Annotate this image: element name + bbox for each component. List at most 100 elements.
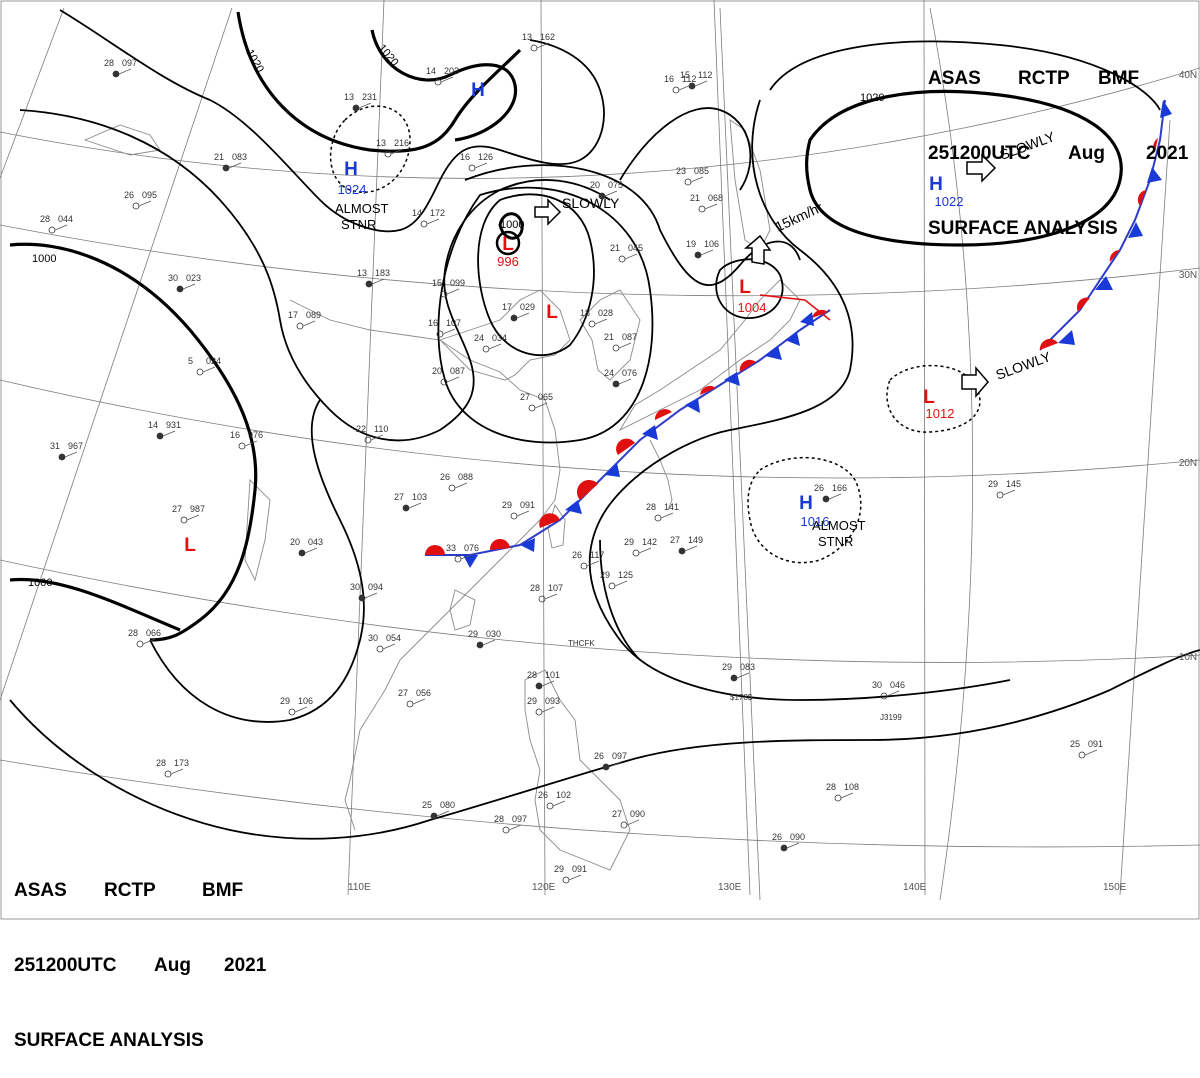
station-plot: 26 095 (124, 190, 157, 210)
station-pressure: 112 (682, 74, 696, 84)
meridian-aux (719, 7, 761, 901)
center-pressure: 1022 (935, 194, 964, 209)
station-temp: 5 (188, 356, 193, 366)
station-plot: 5 024 (188, 356, 221, 376)
station-pressure: 046 (890, 680, 905, 690)
station-plot: 27 149 (670, 535, 703, 555)
station-temp: 21 (610, 243, 620, 253)
wind-barb (608, 761, 622, 768)
station-circle (510, 314, 518, 322)
station-pressure: 091 (572, 864, 587, 874)
station-plot: 21 068 (690, 193, 723, 213)
motion-arrow-icon (966, 153, 997, 183)
station-pressure: 090 (790, 832, 805, 842)
wind-barb (736, 672, 750, 679)
station-pressure: 126 (478, 152, 493, 162)
station-pressure: 030 (486, 629, 501, 639)
isobar-1000-low (498, 212, 524, 240)
center-pressure: 1012 (926, 406, 955, 421)
station-pressure: 094 (368, 582, 383, 592)
station-plot: 13 231 (344, 92, 377, 112)
station-pressure: 076 (464, 543, 479, 553)
wind-barb (370, 434, 384, 441)
isobar-1016-b (769, 40, 1161, 111)
station-plot: 29 030 (468, 629, 501, 649)
wind-barb (228, 162, 242, 169)
high-center: H (929, 174, 943, 195)
station-plot: 28 097 (494, 814, 527, 834)
wind-barb (536, 42, 550, 49)
station-circle (156, 432, 164, 440)
station-pressure: 076 (622, 368, 637, 378)
wind-barb (182, 283, 196, 290)
low-center: L (739, 277, 751, 298)
station-temp: 26 (772, 832, 782, 842)
isobar-1004-c (149, 399, 365, 723)
station-temp: 24 (604, 368, 614, 378)
wind-barb (594, 318, 608, 325)
wind-barb (390, 148, 404, 155)
station-circle (58, 453, 66, 461)
station-temp: 30 (350, 582, 360, 592)
station-plot: 28 101 (527, 670, 560, 690)
coast-korea (579, 289, 641, 381)
station-temp: 29 (502, 500, 512, 510)
wind-barb (678, 84, 692, 91)
latitude-label: 20N (1179, 458, 1197, 469)
center-pressure: 1016 (801, 514, 830, 529)
station-pressure: 117 (590, 550, 604, 560)
meridian-120e (540, 0, 546, 896)
station-pressure: 056 (416, 688, 431, 698)
station-pressure: 173 (174, 758, 189, 768)
wind-barb (358, 102, 372, 109)
station-plot: 20 087 (432, 366, 465, 386)
station-circle (298, 549, 306, 557)
meridian-90e (0, 7, 233, 701)
station-circle (430, 812, 438, 820)
station-pressure: 106 (704, 239, 719, 249)
header-station: RCTP (1018, 68, 1070, 89)
longitude-label: 150E (1103, 882, 1127, 893)
station-plots: 28 097 26 095 28 044 21 083 13 162 14 203 13 231 13 216… (40, 32, 1103, 884)
header-product: SURFACE ANALYSIS (928, 218, 1118, 239)
header-top: ASAS RCTP BMF 251200UTC Aug 2021 SURFACE ANA… (928, 16, 1188, 266)
station-pressure: 931 (166, 420, 181, 430)
station-temp: 26 (538, 790, 548, 800)
header-office: BMF (1098, 68, 1140, 89)
station-temp: 16 (460, 152, 470, 162)
station-temp: 20 (432, 366, 442, 376)
wind-barb (1002, 489, 1016, 496)
isobar-1000-a (9, 242, 258, 642)
station-plot: 29 106 (280, 696, 313, 716)
station-circle (535, 682, 543, 690)
station-pressure: 145 (1006, 479, 1021, 489)
wind-barb (886, 690, 900, 697)
station-code: J3199 (880, 713, 902, 722)
station-pressure: 967 (68, 441, 83, 451)
station-pressure: 087 (622, 332, 637, 342)
station-plot: 29 083 (722, 662, 755, 682)
station-temp: 21 (604, 332, 614, 342)
station-pressure: 142 (642, 537, 657, 547)
station-temp: 27 (394, 492, 404, 502)
center-note: STNR (818, 534, 853, 549)
station-temp: 27 (398, 688, 408, 698)
station-circle (402, 504, 410, 512)
station-pressure: 102 (556, 790, 571, 800)
station-temp: 29 (624, 537, 634, 547)
low-center: L (923, 387, 935, 408)
motion-label: SLOWLY (562, 195, 620, 211)
isobars (9, 9, 1200, 840)
parallel-10n (0, 559, 1200, 663)
station-pressure: 024 (206, 356, 221, 366)
header-bottom: ASAS RCTP BMF 251200UTC Aug 2021 SURFACE ANA… (14, 828, 266, 1078)
isobar-1000-b (9, 577, 181, 632)
station-circle (352, 104, 360, 112)
lake-1 (83, 124, 161, 156)
station-plot: 28 173 (156, 758, 189, 778)
station-temp: 27 (172, 504, 182, 514)
wind-barb (541, 706, 555, 713)
station-pressure: 068 (708, 193, 723, 203)
wind-barb (534, 402, 548, 409)
wind-barb (508, 824, 522, 831)
